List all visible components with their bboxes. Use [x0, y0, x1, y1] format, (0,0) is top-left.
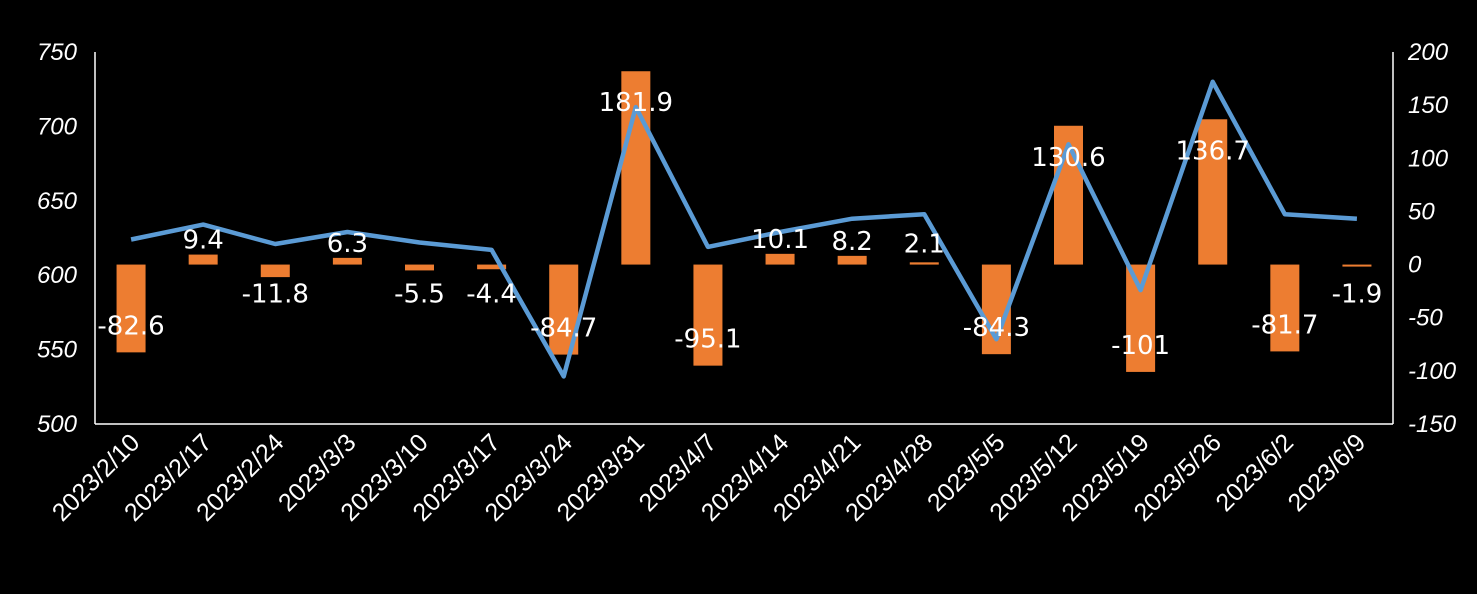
data-label: -84.7: [530, 314, 597, 344]
x-axis-ticks: 2023/2/102023/2/172023/2/242023/3/32023/…: [47, 428, 1371, 527]
x-tick-label: 2023/6/9: [1283, 428, 1372, 517]
x-tick-label: 2023/6/2: [1210, 428, 1299, 517]
right-tick-label: 150: [1408, 92, 1449, 119]
right-tick-label: -100: [1408, 358, 1457, 385]
bar: [621, 71, 651, 265]
axes: [94, 52, 1394, 425]
data-label: 10.1: [751, 225, 809, 255]
bar: [1342, 264, 1372, 267]
bar-series: [116, 71, 1372, 372]
right-tick-label: 200: [1407, 39, 1449, 66]
data-label: 6.3: [327, 229, 368, 259]
data-label: 2.1: [904, 230, 945, 260]
data-label: 136.7: [1176, 136, 1250, 166]
right-tick-label: -50: [1408, 305, 1443, 332]
data-label: -84.3: [963, 313, 1030, 343]
data-label: -5.5: [394, 280, 445, 310]
data-label: -4.4: [466, 280, 517, 310]
line-path: [130, 79, 1358, 379]
bar: [1270, 264, 1300, 352]
data-label: 9.4: [182, 226, 223, 256]
left-axis-ticks: 500 550 600 650 700 750: [37, 39, 78, 438]
data-label: 8.2: [831, 227, 872, 257]
data-label: 130.6: [1031, 143, 1105, 173]
bar: [260, 264, 290, 278]
data-label: -95.1: [674, 325, 741, 355]
bar: [116, 264, 146, 353]
bar: [332, 257, 362, 265]
data-label: -81.7: [1251, 310, 1318, 340]
right-tick-label: -150: [1408, 411, 1457, 438]
bar: [837, 255, 867, 265]
bar: [477, 264, 507, 270]
left-tick-label: 550: [37, 337, 78, 364]
data-label: -1.9: [1332, 280, 1383, 310]
bar: [693, 264, 723, 366]
right-tick-label: 50: [1408, 198, 1435, 225]
left-tick-label: 750: [37, 39, 78, 66]
data-label: -11.8: [242, 280, 309, 310]
right-tick-label: 100: [1408, 145, 1449, 172]
left-tick-label: 650: [37, 188, 78, 215]
right-axis-ticks: -150 -100 -50 0 50 100 150 200: [1407, 39, 1457, 438]
line-series: [130, 79, 1358, 379]
bar: [405, 264, 434, 271]
data-label: 181.9: [599, 88, 673, 118]
data-label: -82.6: [97, 311, 164, 341]
left-tick-label: 700: [37, 113, 78, 140]
bar: [1126, 264, 1156, 372]
data-labels: -82.6 9.4 -11.8 6.3 -5.5 -4.4 -84.7 181.9 -95.1 1…: [97, 88, 1382, 361]
bar: [188, 254, 218, 265]
right-tick-label: 0: [1408, 252, 1422, 279]
data-label: -101: [1111, 331, 1170, 361]
bar: [765, 253, 795, 265]
bar: [909, 262, 939, 265]
left-tick-label: 500: [37, 411, 78, 438]
left-tick-label: 600: [37, 262, 78, 289]
bar: [1198, 119, 1228, 265]
